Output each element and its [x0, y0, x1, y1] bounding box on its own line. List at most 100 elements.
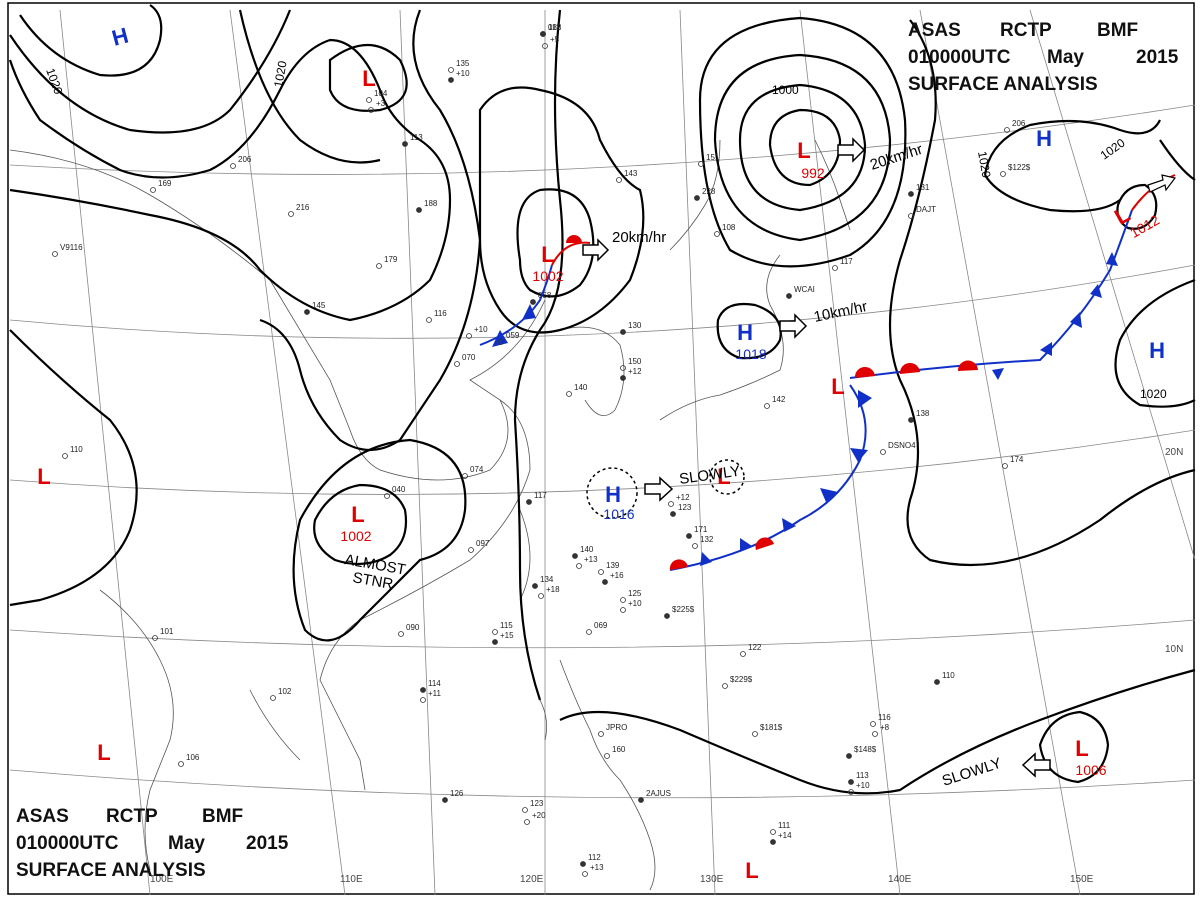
station-value: 174: [1010, 455, 1024, 464]
station-value: WCAI: [794, 285, 815, 294]
pressure-system: L: [831, 374, 844, 399]
station-value: 150: [628, 357, 642, 366]
isobar-east-big: [888, 19, 1196, 566]
station-value: 101: [160, 627, 174, 636]
station-value: +15: [500, 631, 514, 640]
station-value: +20: [532, 811, 546, 820]
pressure-system: H 1018: [735, 320, 766, 362]
isobar-1020-east: [1159, 139, 1196, 181]
station-circle-icon: [492, 629, 498, 635]
system-letter: L: [745, 858, 758, 883]
system-letter: L: [97, 740, 110, 765]
station-value: 058: [538, 291, 552, 300]
pressure-system: H: [1036, 126, 1052, 151]
arrow-west-1006: [1021, 752, 1051, 778]
isobar-central: [259, 9, 482, 451]
isobar-label: 1000: [772, 83, 799, 97]
station-circle-icon: [376, 263, 382, 269]
station-circle-icon: [580, 861, 586, 867]
station-value: 097: [476, 539, 490, 548]
station-circle-icon: [466, 333, 472, 339]
lon-label: 100E: [150, 874, 174, 885]
header-top-station: RCTP: [1000, 20, 1052, 41]
motion-arrows: [582, 137, 1177, 778]
isobar-1020-ne2: [984, 174, 1121, 213]
lon-label: 130E: [700, 874, 724, 885]
isobar-1006-low: [1038, 710, 1110, 784]
station-circle-icon: [152, 635, 158, 641]
header-top: ASAS RCTP BMF 010000UTC May 2015 SURFACE…: [908, 20, 1179, 95]
isobar-992-inner: [768, 108, 842, 187]
header-bottom-code: ASAS: [16, 806, 69, 827]
station-circle-icon: [620, 607, 626, 613]
system-letter: L: [541, 242, 554, 267]
pressure-system: L: [37, 464, 50, 489]
station-circle-icon: [1002, 463, 1008, 469]
station-circle-icon: [566, 391, 572, 397]
station-value: +18: [546, 585, 560, 594]
station-value: 140: [580, 545, 594, 554]
station-value: 130: [628, 321, 642, 330]
station-value: JPRO: [606, 723, 627, 732]
system-pressure: 1006: [1075, 762, 1106, 778]
header-bottom-type: BMF: [202, 806, 243, 827]
station-value: +12: [628, 367, 642, 376]
lon-label: 140E: [888, 874, 912, 885]
system-letter: L: [717, 464, 730, 489]
station-value: +5: [550, 35, 560, 44]
station-value: 117: [534, 491, 547, 500]
station-value: 142: [772, 395, 786, 404]
station-circle-icon: [426, 317, 432, 323]
station-circle-icon: [366, 97, 372, 103]
arrow-east-1018: [779, 313, 808, 339]
station-value: +12: [676, 493, 690, 502]
map-border: [7, 2, 1195, 895]
station-value: 169: [158, 179, 172, 188]
station-value: 131: [916, 183, 930, 192]
station-circle-icon: [598, 731, 604, 737]
pressure-system: L: [362, 66, 375, 91]
station-circle-icon: [532, 583, 538, 589]
station-value: 135: [456, 59, 470, 68]
station-circle-icon: [368, 107, 374, 113]
station-circle-icon: [786, 293, 792, 299]
station-circle-icon: [576, 563, 582, 569]
station-value: 140: [574, 383, 588, 392]
isobar-label: 1020: [1140, 387, 1167, 401]
pressure-system: H 1016: [603, 482, 634, 522]
station-circle-icon: [288, 211, 294, 217]
header-top-time: 010000UTC: [908, 47, 1011, 68]
isobar-label: 1020: [975, 150, 993, 179]
station-value: 171: [694, 525, 708, 534]
station-circle-icon: [62, 453, 68, 459]
station-value: 110: [70, 445, 83, 454]
header-top-year: 2015: [1136, 47, 1179, 68]
station-circle-icon: [908, 213, 914, 219]
station-circle-icon: [492, 639, 498, 645]
station-value: 138: [916, 409, 930, 418]
warm-front-north: [551, 241, 591, 266]
isobar-1018-high: [716, 302, 782, 360]
station-circle-icon: [620, 329, 626, 335]
station-value: DAJT: [916, 205, 936, 214]
station-circle-icon: [542, 43, 548, 49]
station-circle-icon: [582, 871, 588, 877]
station-circle-icon: [522, 807, 528, 813]
station-circle-icon: [832, 265, 838, 271]
cold-front-south: [669, 384, 867, 571]
system-pressure: 1002: [340, 528, 371, 544]
header-bottom-month: May: [168, 833, 205, 854]
station-circle-icon: [620, 365, 626, 371]
station-value: +10: [628, 599, 642, 608]
station-value: DSNO4: [888, 441, 916, 450]
station-value: +10: [456, 69, 470, 78]
isobar-1020-nw: [9, 9, 292, 134]
station-value: $122$: [1008, 163, 1031, 172]
system-pressure: 1018: [735, 346, 766, 362]
station-circle-icon: [872, 731, 878, 737]
stationary-note-line2: STNR: [351, 569, 394, 593]
station-circle-icon: [1004, 127, 1010, 133]
station-circle-icon: [602, 579, 608, 585]
isobar-dashed-high: [586, 467, 638, 519]
